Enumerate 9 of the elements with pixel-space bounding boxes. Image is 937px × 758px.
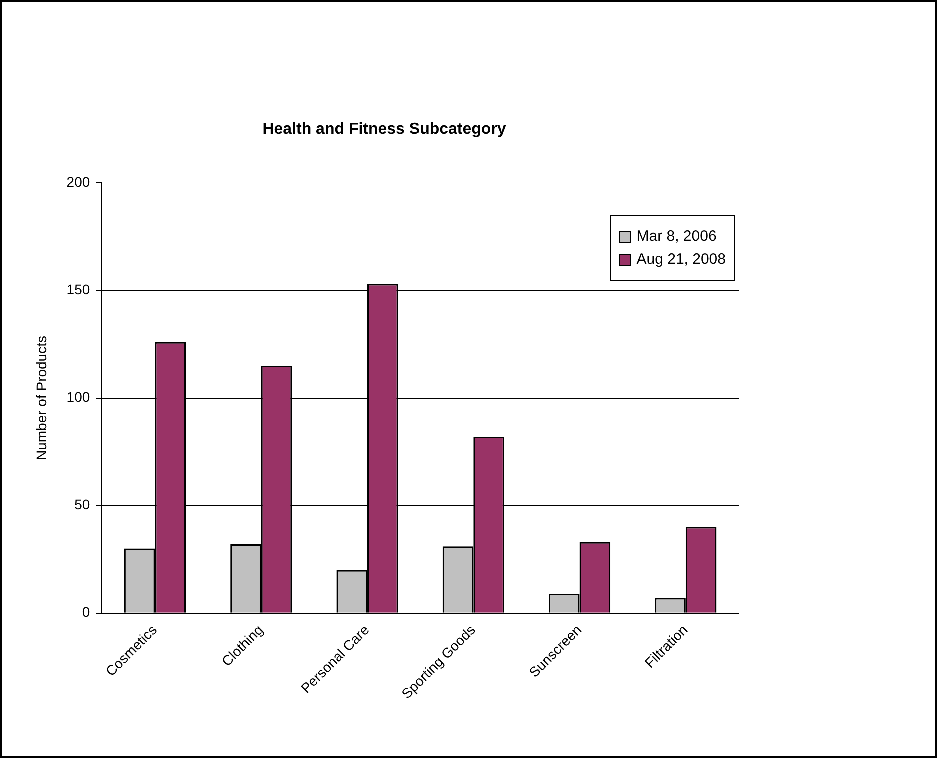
- y-tick-label: 200: [66, 174, 90, 190]
- y-tick-label: 0: [82, 604, 90, 620]
- legend-label: Mar 8, 2006: [636, 228, 717, 245]
- y-tick-label: 100: [66, 389, 90, 406]
- y-axis-title: Number of Products: [33, 336, 50, 461]
- y-tick-label: 50: [74, 496, 90, 513]
- y-tick-label: 150: [66, 282, 90, 298]
- chart-title: Health and Fitness Subcategory: [262, 121, 506, 138]
- legend-label: Aug 21, 2008: [636, 251, 726, 268]
